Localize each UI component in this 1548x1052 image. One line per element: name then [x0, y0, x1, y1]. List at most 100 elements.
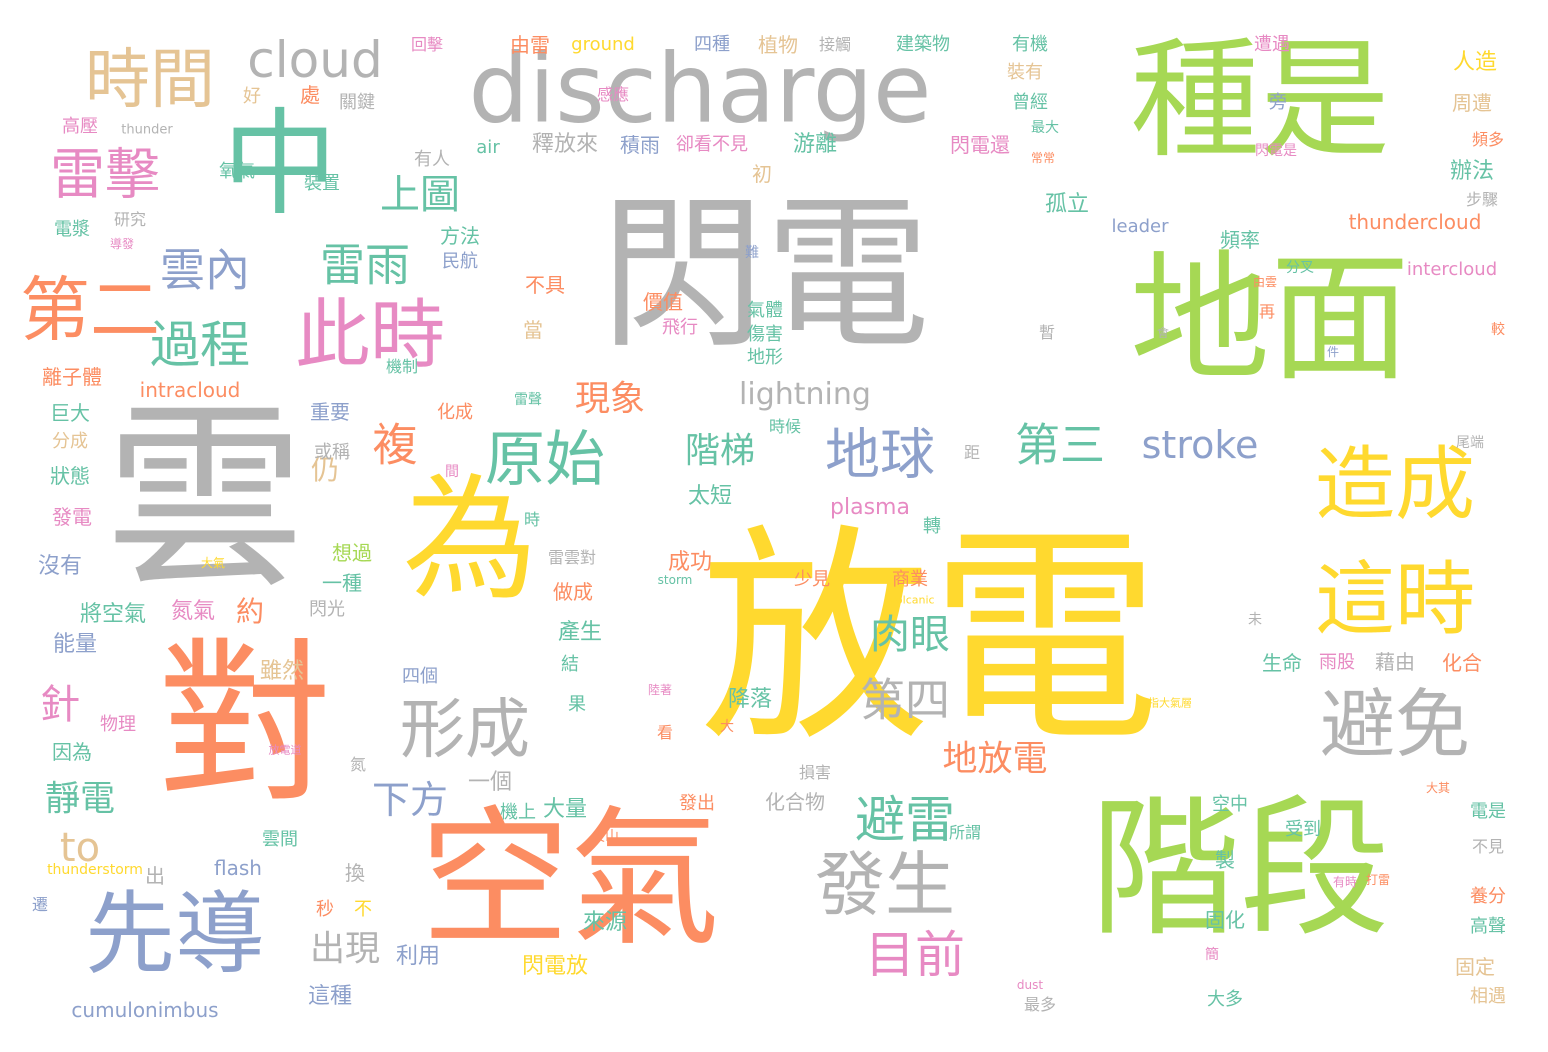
cloud-word-104: 孤立 [1044, 192, 1090, 217]
cloud-word-185: 指大氣層 [1148, 696, 1192, 710]
cloud-word-64: 雲間 [262, 829, 298, 850]
cloud-word-0: 閃電 [600, 178, 930, 371]
cloud-word-7: 種是 [1129, 24, 1391, 176]
cloud-word-74: 想過 [332, 541, 372, 565]
cloud-word-106: 頻率 [1220, 228, 1260, 252]
cloud-word-95: 方法 [440, 224, 480, 248]
cloud-word-183: 相遇 [1470, 986, 1506, 1007]
cloud-word-38: to [59, 825, 101, 871]
cloud-word-99: 積雨 [620, 133, 660, 157]
cloud-word-151: 商業 [892, 569, 928, 590]
cloud-word-10: discharge [468, 34, 932, 145]
cloud-word-9: 為 [402, 461, 538, 619]
cloud-word-71: 將空氣 [79, 602, 147, 627]
cloud-word-86: 或稱 [314, 442, 350, 463]
cloud-word-168: 有時 [1332, 875, 1358, 889]
cloud-word-100: 卻看不見 [676, 134, 748, 155]
cloud-word-152: volcanic [889, 593, 935, 607]
cloud-word-191: 暫 [1038, 323, 1056, 342]
cloud-word-137: 裝置 [304, 173, 340, 194]
cloud-word-163: 製 [1215, 848, 1235, 872]
cloud-word-28: 目前 [865, 926, 965, 984]
cloud-word-70: 四個 [402, 666, 438, 687]
cloud-word-143: 時候 [768, 417, 802, 436]
cloud-word-88: 傷害 [747, 324, 783, 345]
cloud-word-56: cumulonimbus [71, 998, 219, 1022]
cloud-word-87: 氣體 [747, 300, 783, 321]
cloud-word-25: 雲內 [159, 243, 251, 297]
cloud-word-32: 第四 [859, 673, 951, 727]
cloud-word-60: 出 [145, 864, 165, 888]
cloud-word-127: 由雷 [510, 33, 550, 57]
cloud-word-128: ground [571, 34, 635, 55]
cloud-word-46: plasma [830, 495, 910, 520]
cloud-word-124: 接觸 [818, 35, 852, 54]
cloud-word-134: 高壓 [62, 116, 98, 137]
cloud-word-160: 損害 [798, 763, 832, 782]
cloud-word-6: 地面 [1129, 238, 1411, 401]
cloud-word-121: 有機 [1012, 34, 1048, 55]
cloud-word-123: 建築物 [896, 34, 950, 55]
cloud-word-20: 原始 [485, 425, 605, 495]
cloud-word-16: 發生 [815, 844, 955, 926]
cloud-word-49: 一個 [467, 770, 513, 795]
cloud-word-165: 機上 [500, 802, 536, 823]
cloud-word-176: 養分 [1470, 886, 1506, 907]
cloud-word-11: 先導 [85, 882, 265, 987]
cloud-word-169: 打雷 [1365, 873, 1391, 887]
cloud-word-91: 飛行 [662, 317, 698, 338]
cloud-word-135: thunder [121, 122, 173, 138]
cloud-word-15: 此時 [294, 290, 446, 379]
cloud-word-55: 利用 [395, 944, 441, 969]
cloud-word-12: 造成 [1315, 438, 1475, 531]
cloud-word-195: 氮 [349, 755, 367, 774]
cloud-word-72: 氮氣 [170, 599, 216, 624]
cloud-word-89: 地形 [747, 347, 783, 368]
cloud-word-156: 陸著 [647, 683, 673, 697]
cloud-word-73: 一種 [322, 571, 362, 595]
cloud-word-162: 火山 [591, 829, 619, 845]
cloud-word-62: 秒 [316, 899, 334, 920]
cloud-word-83: 機制 [385, 357, 419, 376]
cloud-word-147: 難 [745, 245, 759, 261]
cloud-word-94: 民航 [442, 251, 478, 272]
cloud-word-197: 放電道 [268, 743, 302, 757]
cloud-word-188: 較 [1491, 322, 1505, 338]
cloud-word-97: air [476, 137, 500, 158]
cloud-word-190: 件 [1326, 345, 1340, 359]
cloud-word-182: 固定 [1455, 955, 1495, 979]
cloud-word-96: 有人 [414, 149, 450, 170]
cloud-word-40: 現象 [574, 379, 646, 420]
cloud-word-164: 所謂 [948, 823, 982, 842]
cloud-word-45: 仍 [310, 453, 340, 486]
cloud-word-90: 價值 [643, 290, 683, 314]
cloud-word-150: storm [657, 573, 693, 587]
cloud-word-27: 避雷 [855, 791, 955, 849]
cloud-word-58: flash [214, 856, 262, 880]
cloud-word-118: 最大 [1031, 120, 1059, 136]
cloud-word-117: 常常 [1030, 151, 1056, 165]
cloud-word-35: 上圖 [380, 172, 460, 218]
cloud-word-148: 轉 [923, 516, 941, 537]
cloud-word-175: 不見 [1471, 837, 1505, 856]
cloud-word-172: 藉由 [1375, 650, 1415, 674]
cloud-word-193: 由雲 [1252, 275, 1278, 289]
cloud-word-34: 地放電 [942, 739, 1048, 780]
cloud-word-61: 換 [345, 861, 365, 885]
cloud-word-2: 雲 [104, 383, 306, 616]
cloud-word-158: 大 [720, 719, 734, 735]
cloud-word-80: 巨大 [50, 401, 90, 425]
cloud-word-116: 旁 [1269, 92, 1287, 113]
cloud-word-59: thunderstorm [47, 862, 143, 878]
cloud-word-178: 固化 [1205, 908, 1245, 932]
cloud-word-146: 雷聲 [514, 392, 542, 408]
cloud-word-23: 地球 [824, 422, 936, 487]
cloud-word-68: 物理 [100, 714, 136, 735]
cloud-word-130: 處 [300, 83, 320, 107]
cloud-word-140: 導發 [109, 237, 135, 251]
cloud-word-109: 分叉 [1286, 260, 1314, 276]
cloud-word-159: 化合物 [765, 790, 825, 814]
cloud-word-155: 果 [568, 694, 586, 715]
cloud-word-170: 生命 [1262, 651, 1302, 675]
